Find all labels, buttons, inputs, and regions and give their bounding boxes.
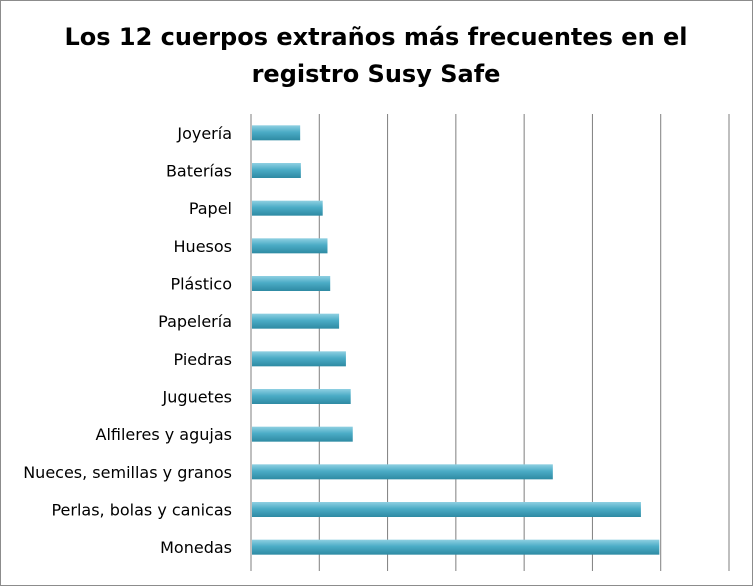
category-label-8: Juguetes	[162, 388, 232, 407]
category-label-11: Perlas, bolas y canicas	[51, 501, 232, 520]
bar-9	[252, 426, 353, 442]
category-label-1: Joyería	[176, 124, 232, 143]
category-label-9: Alfileres y agujas	[96, 425, 233, 444]
bar-6	[252, 313, 340, 329]
category-label-7: Piedras	[174, 350, 232, 369]
category-label-10: Nueces, semillas y granos	[23, 463, 232, 482]
bar-2	[252, 163, 301, 178]
bar-1	[252, 125, 301, 141]
bar-3	[252, 200, 323, 216]
category-label-4: Huesos	[174, 237, 232, 256]
bars	[252, 125, 660, 555]
bar-7	[252, 351, 346, 367]
gridlines	[318, 114, 730, 571]
category-label-6: Papelería	[158, 312, 232, 331]
bar-12	[252, 539, 660, 555]
bar-11	[252, 502, 641, 517]
bar-10	[252, 464, 553, 480]
category-label-2: Baterías	[166, 162, 232, 181]
bar-4	[252, 238, 328, 254]
category-labels: Joyería Baterías Papel Huesos Plástico Papele…	[23, 124, 232, 557]
bar-8	[252, 389, 351, 404]
chart-title: Los 12 cuerpos extraños más frecuentes e…	[64, 23, 688, 88]
category-label-5: Plástico	[170, 275, 232, 294]
category-label-3: Papel	[189, 199, 232, 218]
category-label-12: Monedas	[160, 538, 232, 557]
bar-5	[252, 276, 331, 291]
